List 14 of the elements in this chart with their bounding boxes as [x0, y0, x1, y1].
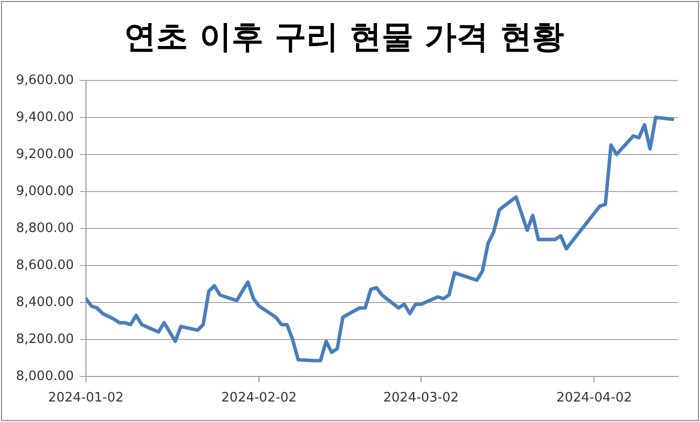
y-tick-label: 9,000.00	[16, 184, 74, 199]
y-tick-label: 9,400.00	[16, 110, 74, 125]
x-tick-label: 2024-03-02	[383, 390, 459, 406]
y-tick-label: 9,600.00	[16, 72, 74, 88]
y-tick-label: 8,400.00	[16, 294, 74, 310]
y-tick-label: 9,200.00	[16, 146, 74, 162]
x-tick-label: 2024-02-02	[221, 390, 297, 406]
y-tick-label: 8,600.00	[16, 258, 74, 273]
y-tick-label: 8,800.00	[16, 220, 74, 236]
x-tick-label: 2024-04-02	[556, 390, 632, 406]
y-tick-label: 8,200.00	[16, 332, 74, 347]
chart-title: 연초 이후 구리 현물 가격 현황	[124, 18, 564, 56]
y-tick-label: 8,000.00	[16, 368, 74, 384]
x-tick-label: 2024-01-02	[48, 390, 124, 406]
